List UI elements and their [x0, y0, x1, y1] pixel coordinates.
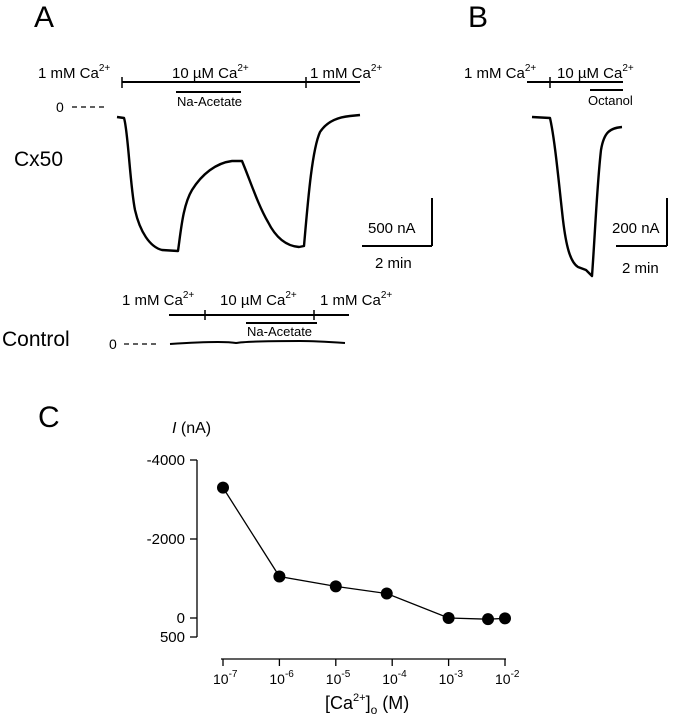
panel-b-scale-time: 2 min	[622, 260, 659, 277]
data-point	[380, 587, 393, 600]
panel-b-current-trace	[531, 115, 623, 278]
data-point	[273, 570, 286, 583]
panel-a-control-solution-mid: 10 µM Ca2+	[220, 290, 297, 309]
panel-a-scale-time: 2 min	[375, 255, 412, 272]
panel-b-solution-bar	[527, 77, 623, 91]
panel-c-chart: -4000 -2000 0 500 10-7 10-6 10-5 10-4 10-3 10-2	[147, 452, 520, 687]
x-tick-label: 10-6	[269, 669, 294, 687]
panel-a-cx50-zero-label: 0	[56, 99, 64, 115]
panel-a-cx50-solution-left: 1 mM Ca2+	[38, 63, 110, 82]
data-point	[499, 612, 511, 625]
x-tick-label: 10-7	[213, 669, 238, 687]
x-tick-label: 10-3	[439, 669, 464, 687]
panel-a-cx50-solution-right: 1 mM Ca2+	[310, 63, 382, 82]
panel-a-cx50-solution-mid: 10 µM Ca2+	[172, 63, 249, 82]
panel-a-scale-bar	[362, 198, 433, 247]
panel-b-letter: B	[468, 1, 488, 34]
panel-a-control-drug-label: Na-Acetate	[247, 324, 312, 339]
data-point	[329, 580, 342, 593]
panel-c-ylabel: I (nA)	[172, 420, 211, 437]
panel-a-scale-current: 500 nA	[368, 220, 416, 237]
panel-a-control-zero-label: 0	[109, 336, 117, 352]
panel-a-control-solution-left: 1 mM Ca2+	[122, 290, 194, 309]
x-tick-label: 10-4	[382, 669, 407, 687]
panel-c-letter: C	[38, 401, 60, 434]
y-tick-label: -2000	[147, 531, 185, 548]
panel-a-control-solution-bar	[169, 310, 349, 324]
panel-a-cx50-current-trace	[116, 113, 361, 253]
data-point	[482, 613, 495, 626]
series-line	[222, 487, 506, 620]
panel-a-control-row-label: Control	[2, 328, 70, 351]
panel-a-control-current-trace	[169, 339, 346, 345]
panel-b-scale-bar	[616, 198, 668, 247]
data-point	[442, 612, 455, 624]
panel-c-xlabel: [Ca2+]o (M)	[325, 692, 409, 717]
panel-a-cx50-drug-label: Na-Acetate	[177, 94, 242, 109]
panel-b-drug-label: Octanol	[588, 93, 633, 108]
y-tick-label: -4000	[147, 452, 185, 469]
x-tick-label: 10-5	[326, 669, 351, 687]
panel-a-control-solution-right: 1 mM Ca2+	[320, 290, 392, 309]
x-tick-label: 10-2	[495, 669, 520, 687]
panel-a-letter: A	[34, 1, 54, 34]
panel-b-solution-left: 1 mM Ca2+	[464, 63, 536, 82]
panel-a-cx50-row-label: Cx50	[14, 148, 63, 171]
panel-b-solution-mid: 10 µM Ca2+	[557, 63, 634, 82]
y-tick-label: 0	[177, 610, 185, 627]
panel-a-cx50-solution-bar	[121, 77, 360, 93]
data-point	[217, 481, 229, 494]
y-tick-label: 500	[160, 629, 185, 646]
panel-b-scale-current: 200 nA	[612, 220, 660, 237]
